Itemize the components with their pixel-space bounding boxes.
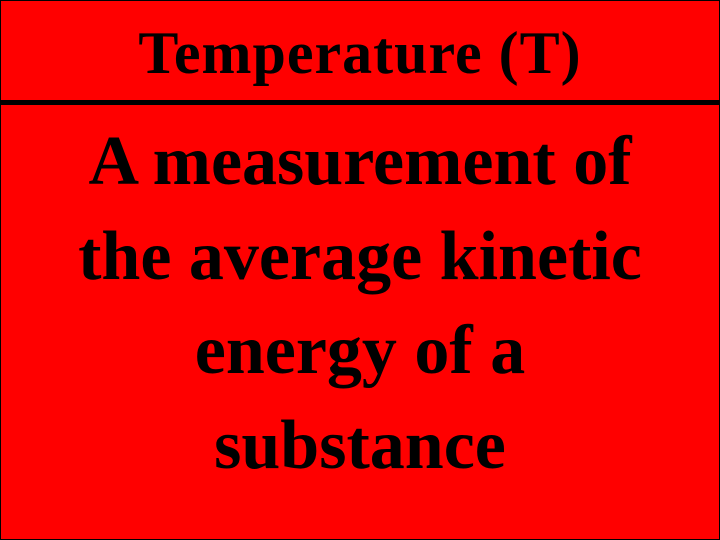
slide-title: Temperature (T)	[1, 19, 719, 88]
slide-body-text: A measurement of the average kinetic ene…	[41, 115, 679, 493]
slide-container: Temperature (T) A measurement of the ave…	[0, 0, 720, 540]
body-section: A measurement of the average kinetic ene…	[1, 105, 719, 493]
title-section: Temperature (T)	[1, 1, 719, 105]
